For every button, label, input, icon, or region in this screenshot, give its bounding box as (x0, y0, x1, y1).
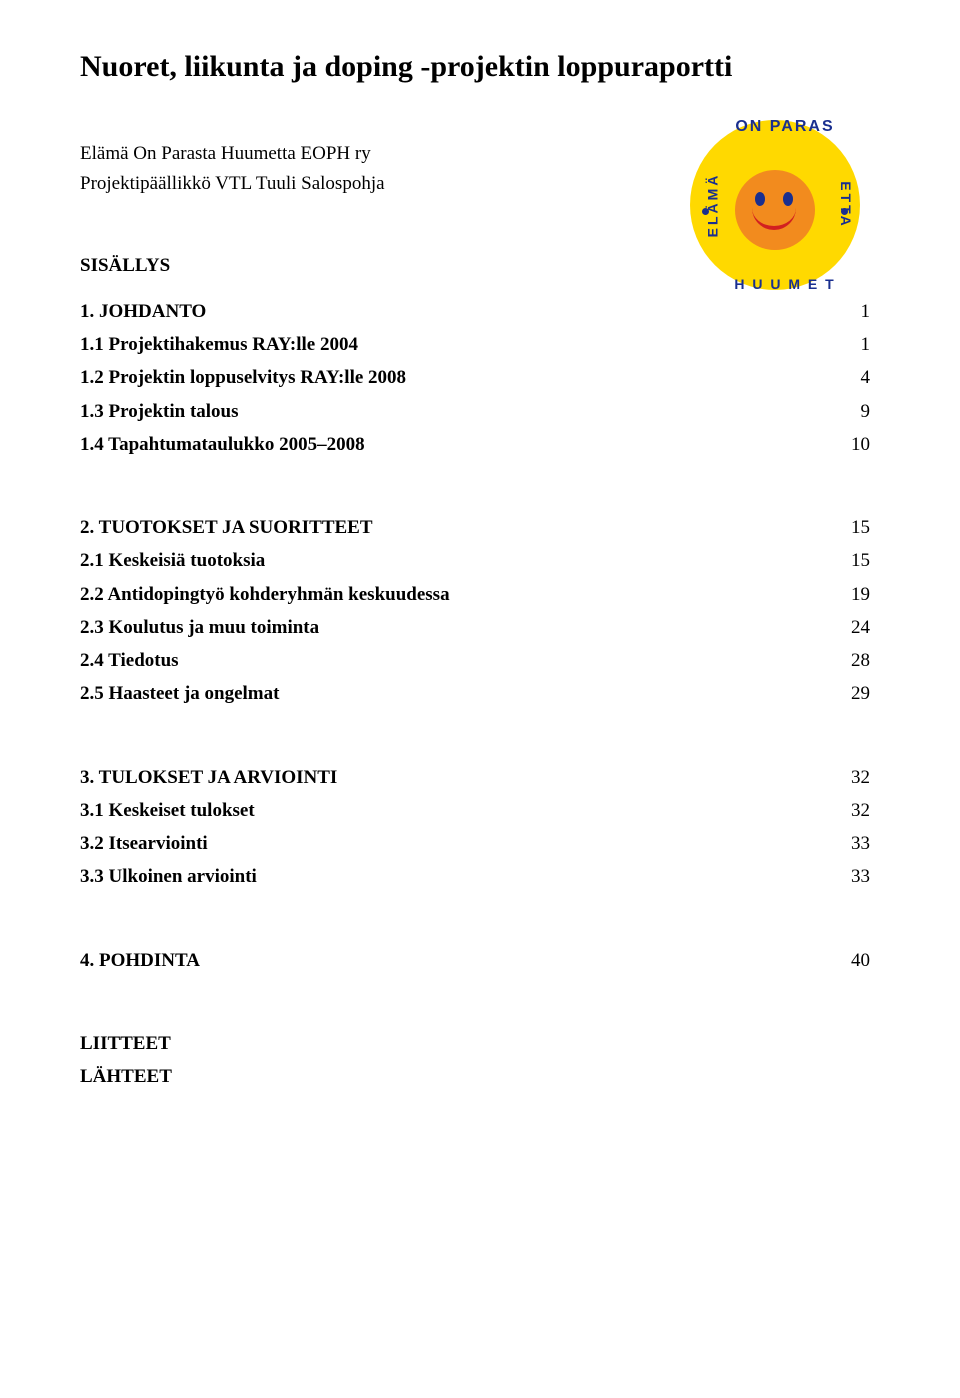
logo-upper-text: ON PARAS (690, 118, 880, 136)
toc-label: 3.3 Ulkoinen arviointi (80, 860, 257, 893)
toc-section: 4. POHDINTA 40 (80, 944, 880, 977)
toc-row: 2. TUOTOKSET JA SUORITTEET 15 (80, 511, 880, 544)
toc-page-number: 33 (850, 860, 880, 893)
toc-row: 4. POHDINTA 40 (80, 944, 880, 977)
logo-badge: ON PARAS ELÄMÄ ETTA H U U M E T (680, 110, 870, 300)
smiley-eye (783, 192, 793, 206)
toc-label: 3.1 Keskeiset tulokset (80, 794, 255, 827)
toc-row: 1.4 Tapahtumataulukko 2005–2008 10 (80, 428, 880, 461)
toc-page-number: 9 (850, 395, 880, 428)
toc-row: 1.2 Projektin loppuselvitys RAY:lle 2008… (80, 361, 880, 394)
toc-row: 3.1 Keskeiset tulokset 32 (80, 794, 880, 827)
toc-page-number: 28 (850, 644, 880, 677)
toc-label: 2.2 Antidopingtyö kohderyhmän keskuudess… (80, 578, 450, 611)
toc-label: 4. POHDINTA (80, 944, 200, 977)
toc-label: 2.3 Koulutus ja muu toiminta (80, 611, 319, 644)
toc-label: 2. TUOTOKSET JA SUORITTEET (80, 511, 373, 544)
toc-row: 3.2 Itsearviointi 33 (80, 827, 880, 860)
toc-page-number: 4 (850, 361, 880, 394)
toc-section: 2. TUOTOKSET JA SUORITTEET152.1 Keskeisi… (80, 511, 880, 711)
toc-section: 3. TULOKSET JA ARVIOINTI323.1 Keskeiset … (80, 761, 880, 894)
toc-row: 2.3 Koulutus ja muu toiminta 24 (80, 611, 880, 644)
toc-row: 1.1 Projektihakemus RAY:lle 2004 1 (80, 328, 880, 361)
toc-page-number: 32 (850, 761, 880, 794)
toc-label: 3. TULOKSET JA ARVIOINTI (80, 761, 337, 794)
toc-label: 2.1 Keskeisiä tuotoksia (80, 544, 265, 577)
smiley-eye (755, 192, 765, 206)
toc-page-number: 32 (850, 794, 880, 827)
smiley-face-icon (735, 170, 815, 250)
toc-label: 1.2 Projektin loppuselvitys RAY:lle 2008 (80, 361, 406, 394)
toc-row: 2.1 Keskeisiä tuotoksia 15 (80, 544, 880, 577)
toc-page-number: 15 (850, 511, 880, 544)
toc-page-number: 19 (850, 578, 880, 611)
document-title: Nuoret, liikunta ja doping -projektin lo… (80, 50, 880, 84)
logo-left-text: ELÄMÄ (704, 173, 720, 238)
toc-page-number: 40 (850, 944, 880, 977)
toc-row: 3.3 Ulkoinen arviointi 33 (80, 860, 880, 893)
toc-row: 2.4 Tiedotus 28 (80, 644, 880, 677)
toc-row: 2.5 Haasteet ja ongelmat 29 (80, 677, 880, 710)
toc-container: 1. JOHDANTO11.1 Projektihakemus RAY:lle … (80, 295, 880, 977)
toc-label: 1.1 Projektihakemus RAY:lle 2004 (80, 328, 358, 361)
appendix-block: LIITTEETLÄHTEET (80, 1027, 880, 1094)
appendix-label: LÄHTEET (80, 1060, 880, 1093)
smiley-mouth (752, 208, 796, 230)
toc-page-number: 10 (850, 428, 880, 461)
logo-dot (702, 208, 709, 215)
toc-row: 1.3 Projektin talous 9 (80, 395, 880, 428)
toc-row: 2.2 Antidopingtyö kohderyhmän keskuudess… (80, 578, 880, 611)
toc-page-number: 24 (850, 611, 880, 644)
toc-page-number: 1 (850, 328, 880, 361)
toc-label: 1. JOHDANTO (80, 295, 206, 328)
toc-page-number: 33 (850, 827, 880, 860)
logo-right-text: ETTA (838, 181, 854, 229)
toc-page-number: 29 (850, 677, 880, 710)
toc-label: 2.4 Tiedotus (80, 644, 179, 677)
appendix-label: LIITTEET (80, 1027, 880, 1060)
logo-lower-text: H U U M E T (690, 276, 880, 292)
toc-label: 1.3 Projektin talous (80, 395, 239, 428)
logo-circle: ON PARAS ELÄMÄ ETTA H U U M E T (690, 120, 860, 290)
toc-section: 1. JOHDANTO11.1 Projektihakemus RAY:lle … (80, 295, 880, 461)
toc-label: 2.5 Haasteet ja ongelmat (80, 677, 279, 710)
toc-label: 1.4 Tapahtumataulukko 2005–2008 (80, 428, 365, 461)
toc-label: 3.2 Itsearviointi (80, 827, 208, 860)
toc-row: 3. TULOKSET JA ARVIOINTI 32 (80, 761, 880, 794)
logo-dot (841, 208, 848, 215)
toc-page-number: 15 (850, 544, 880, 577)
